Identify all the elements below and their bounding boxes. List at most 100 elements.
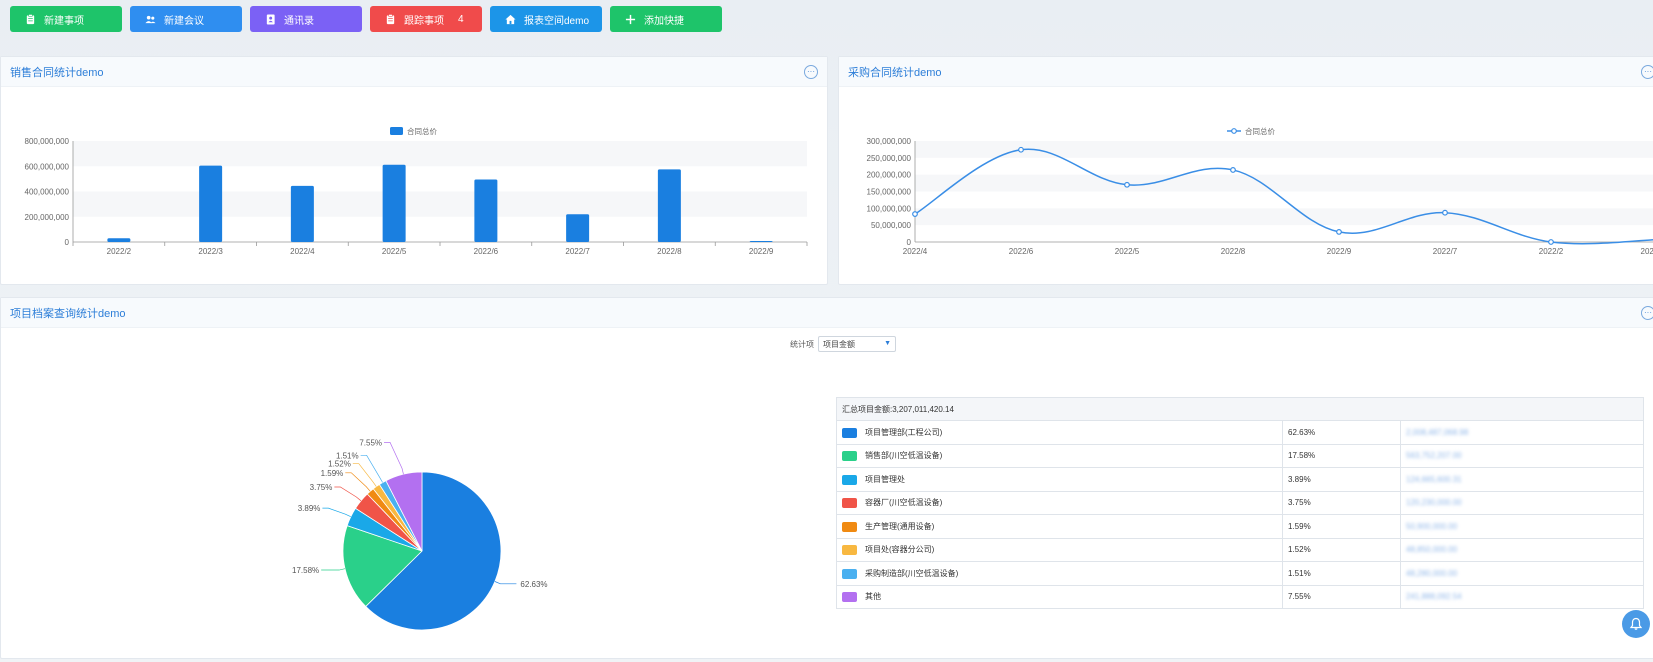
purchase-more-button[interactable]: ··· [1641,65,1653,79]
data-point[interactable] [1018,146,1024,153]
x-tick-label: 2022/3 [198,247,223,256]
legend-marker[interactable] [1231,128,1237,134]
dept-cell: 项目处(容器分公司) [836,537,1283,562]
pie-slice[interactable] [365,471,502,631]
amount-value: 120,230,000.00 [1406,498,1462,508]
grid-band [73,141,807,167]
x-tick-label: 2022/7 [1433,247,1458,256]
pie-slice[interactable] [342,525,423,608]
new-meeting-button[interactable]: 新建会议 [130,6,242,32]
amount-cell: 50,900,000.00 [1400,514,1644,539]
percent-cell: 62.63% [1282,420,1401,445]
bar[interactable] [749,240,773,242]
bell-icon [1629,617,1643,630]
summary-table: 汇总项目金额:3,207,011,420.14 项目管理部(工程公司) 62.63… [836,397,1644,609]
amount-cell: 120,230,000.00 [1400,490,1644,515]
percent-cell: 17.58% [1282,443,1401,468]
amount-cell: 2,008,487,068.98 [1400,420,1644,445]
bar[interactable] [199,165,223,242]
data-point[interactable] [1336,228,1342,235]
y-tick-label: 100,000,000 [867,204,912,213]
data-point[interactable] [1548,239,1554,245]
table-row[interactable]: 项目管理处 3.89% 124,665,600.31 [836,467,1644,492]
amount-cell: 241,888,092.54 [1400,584,1644,609]
bar[interactable] [290,185,314,242]
percent-cell: 1.52% [1282,537,1401,562]
sales-bar-chart: 0 200,000,000 400,000,000 600,000,000 800,00… [25,126,808,256]
bar[interactable] [474,179,498,242]
amount-value: 563,752,207.00 [1406,451,1462,461]
dept-name: 生产管理(通用设备) [865,521,935,531]
slice-label: 62.63% [520,580,547,589]
new-meeting-label: 新建会议 [164,15,204,27]
slice-label: 1.59% [321,469,344,478]
table-row[interactable]: 销售部(川空低温设备) 17.58% 563,752,207.00 [836,443,1644,468]
sales-panel-header: 销售合同统计demo ··· [1,57,827,87]
amount-cell: 124,665,600.31 [1400,467,1644,492]
table-row[interactable]: 其他 7.55% 241,888,092.54 [836,584,1644,609]
data-point[interactable] [1230,167,1236,173]
sales-more-button[interactable]: ··· [804,65,818,79]
dept-name: 其他 [865,592,881,602]
contacts-button[interactable]: 通讯录 [250,6,362,32]
archive-panel-title: 项目档案查询统计demo [10,307,126,320]
clipboard-icon [24,13,36,25]
stat-select[interactable]: 项目金额 ▼ [818,336,896,352]
track-tasks-label: 跟踪事项 [404,15,444,27]
slice-label: 3.89% [298,504,321,513]
home-icon [504,13,516,25]
add-shortcut-button[interactable]: 添加快捷 [610,6,722,32]
label-leader-line [322,507,351,518]
purchase-panel-header: 采购合同统计demo ··· [839,57,1653,87]
y-tick-label: 400,000,000 [25,188,70,197]
percent-cell: 7.55% [1282,584,1401,609]
dept-name: 项目管理部(工程公司) [865,427,943,437]
purchase-line-chart: 0 50,000,000 100,000,000 150,000,000 200,000… [867,126,1653,256]
new-task-button[interactable]: 新建事项 [10,6,122,32]
color-swatch [842,498,857,509]
x-tick-label: 2022/4 [290,247,315,256]
x-tick-label: 2022/6 [474,247,499,256]
table-row[interactable]: 容器厂(川空低温设备) 3.75% 120,230,000.00 [836,490,1644,515]
grid-band [915,208,1653,226]
table-row[interactable]: 项目处(容器分公司) 1.52% 48,850,000.00 [836,537,1644,562]
data-point[interactable] [912,211,918,217]
stat-select-row: 统计项 项目金额 ▼ [790,336,896,352]
x-tick-label: 2022/6 [1009,247,1034,256]
slice-label: 1.51% [336,451,359,460]
report-space-label: 报表空间demo [524,15,590,27]
archive-more-button[interactable]: ··· [1641,306,1653,320]
percent-cell: 1.51% [1282,561,1401,586]
plus-icon [624,13,636,25]
data-point[interactable] [1442,209,1448,216]
table-row[interactable]: 采购制造部(川空低温设备) 1.51% 48,280,000.00 [836,561,1644,586]
y-tick-label: 200,000,000 [867,171,912,180]
table-row[interactable]: 项目管理部(工程公司) 62.63% 2,008,487,068.98 [836,420,1644,445]
bar[interactable] [107,238,131,242]
label-leader-line [345,472,371,492]
slice-label: 1.52% [328,460,351,469]
amount-value: 50,900,000.00 [1406,521,1458,531]
data-point[interactable] [1124,181,1130,188]
y-tick-label: 300,000,000 [867,137,912,146]
table-row[interactable]: 生产管理(通用设备) 1.59% 50,900,000.00 [836,514,1644,539]
stat-select-label: 统计项 [790,339,814,349]
report-space-button[interactable]: 报表空间demo [490,6,602,32]
bar[interactable] [566,214,590,242]
amount-value: 48,850,000.00 [1406,545,1458,555]
label-leader-line [494,581,517,585]
x-tick-label: 2022/5 [382,247,407,256]
legend-swatch[interactable] [390,127,403,135]
track-tasks-button[interactable]: 跟踪事项 4 [370,6,482,32]
dept-cell: 其他 [836,584,1283,609]
y-tick-label: 800,000,000 [25,137,70,146]
color-swatch [842,592,857,603]
label-leader-line [352,463,377,487]
notification-bell-button[interactable] [1622,610,1650,638]
series-line [914,148,1653,245]
stat-select-value: 项目金额 [823,339,855,349]
bar[interactable] [382,164,406,242]
add-shortcut-label: 添加快捷 [644,15,684,27]
label-leader-line [321,568,346,571]
bar[interactable] [657,169,681,242]
